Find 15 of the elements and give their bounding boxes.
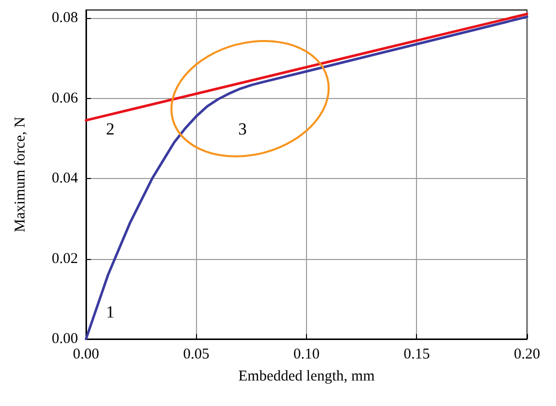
x-tick-label: 0.05 [183,346,210,362]
y-tick-label: 0.08 [52,10,78,26]
y-axis-title: Maximum force, N [12,116,28,232]
x-tick-label: 0.20 [514,346,540,362]
annotation: 1 [106,302,115,322]
x-tick-label: 0.00 [72,346,100,362]
y-tick-label: 0.04 [52,170,78,187]
annotation: 3 [238,120,247,139]
y-tick-label: 0.02 [52,250,78,267]
annotation: 2 [106,120,115,139]
y-tick-label: 0.00 [52,331,78,347]
y-tick-label: 0.06 [52,90,78,106]
x-tick-label: 0.10 [293,346,320,362]
x-tick-label: 0.15 [404,346,430,362]
x-axis-title: Embedded length, mm [238,368,375,384]
